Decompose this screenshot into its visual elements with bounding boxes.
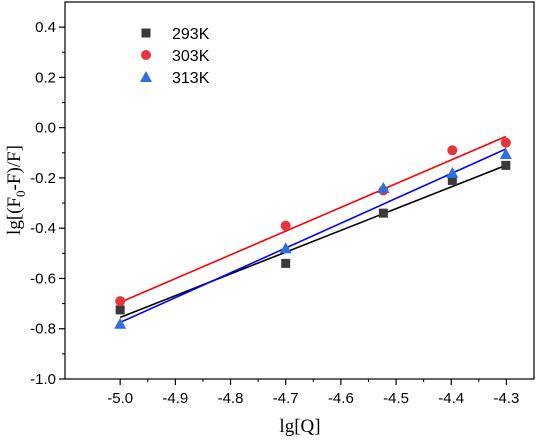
x-tick-label: -4.5 <box>383 390 409 407</box>
y-tick-label: -1.0 <box>30 371 56 388</box>
legend-marker-293K <box>141 28 151 38</box>
x-tick-label: -4.7 <box>273 390 299 407</box>
data-point-293K <box>115 305 125 315</box>
y-axis-title-main: lg[(F <box>4 197 25 235</box>
y-axis-title-rest: -F)/F] <box>4 145 25 190</box>
data-point-303K <box>500 137 511 148</box>
legend-label-293K: 293K <box>172 26 210 43</box>
y-axis-title: lg[(F0-F)/F] <box>4 145 28 235</box>
data-point-293K <box>378 208 388 218</box>
fit-lines <box>119 135 507 324</box>
plot-frame <box>64 1 535 380</box>
fit-line-313K <box>119 148 507 324</box>
data-point-293K <box>281 258 291 268</box>
x-tick-label: -4.6 <box>328 390 354 407</box>
legend-label-303K: 303K <box>172 48 210 65</box>
data-point-293K <box>447 175 457 185</box>
data-point-293K <box>501 160 511 170</box>
legend: 293K 303K 313K <box>140 26 210 87</box>
x-tick-label: -4.3 <box>493 390 519 407</box>
data-point-313K <box>114 317 127 329</box>
x-tick-label: -4.8 <box>218 390 244 407</box>
legend-label-313K: 313K <box>172 70 210 87</box>
y-tick-label: -0.6 <box>30 270 56 287</box>
x-tick-label: -5.0 <box>107 390 133 407</box>
y-tick-label: -0.8 <box>30 321 56 338</box>
y-tick-label: 0.4 <box>35 19 56 36</box>
data-point-303K <box>447 145 458 156</box>
x-tick-label: -4.9 <box>162 390 188 407</box>
legend-marker-313K <box>140 71 152 82</box>
x-axis-title: lg[Q] <box>279 416 320 437</box>
fit-line-303K <box>119 135 507 304</box>
y-tick-label: 0.0 <box>35 120 56 137</box>
data-points <box>114 137 512 329</box>
y-tick-label: -0.4 <box>30 220 56 237</box>
x-tick-label: -4.4 <box>438 390 464 407</box>
y-tick-label: -0.2 <box>30 170 56 187</box>
data-point-313K <box>446 166 459 178</box>
fit-line-293K <box>119 164 507 319</box>
axis-ticks: -5.0 -4.9 -4.8 -4.7 -4.6 -4.5 -4.4 -4.3 -1.0 -0.8… <box>30 19 519 407</box>
data-point-313K <box>279 242 292 254</box>
data-point-303K <box>115 296 126 307</box>
legend-marker-303K <box>141 50 151 60</box>
y-axis-title-sub: 0 <box>13 190 28 197</box>
data-point-313K <box>499 148 512 160</box>
y-tick-label: 0.2 <box>35 69 56 86</box>
data-point-313K <box>377 181 390 193</box>
data-point-303K <box>280 220 291 231</box>
